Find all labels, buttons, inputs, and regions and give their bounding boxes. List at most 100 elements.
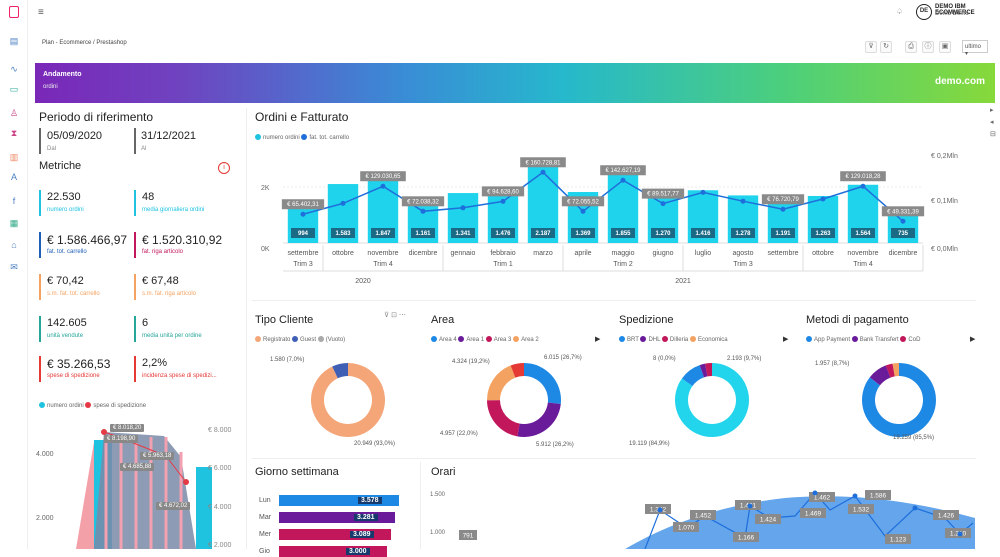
- filter-icon[interactable]: ⊽: [865, 41, 877, 53]
- revenue-label: € 76.720,79: [767, 197, 799, 203]
- orari-label-bg: [800, 508, 826, 518]
- left-nav-bar: ▤ ∿ ▭ ♙ ⧗ ▥ A f ▦ ⌂ ✉: [0, 0, 28, 549]
- metric-value: 48: [142, 191, 155, 203]
- weekday-label: Mar: [259, 514, 272, 521]
- metric-label: media giornaliera ordini: [142, 207, 205, 213]
- orari-label-bg: [690, 510, 716, 520]
- revenue-label: € 72.055,52: [567, 199, 599, 205]
- orari-point: [747, 503, 753, 509]
- mini-y-right-3: € 2.000: [208, 542, 231, 549]
- save-icon[interactable]: ▣: [939, 41, 951, 53]
- revenue-point: [740, 198, 746, 204]
- giorno-title: Giorno settimana: [255, 466, 339, 478]
- revenue-point: [900, 218, 906, 224]
- metric-bar: [39, 274, 41, 300]
- nav-text-icon[interactable]: A: [10, 172, 17, 182]
- orari-label: 1.424: [760, 517, 777, 524]
- month-label: novembre: [367, 250, 398, 257]
- orari-label: 1.070: [678, 525, 695, 532]
- legend-next-icon[interactable]: ▶: [595, 336, 601, 343]
- revenue-label: € 129.018,28: [845, 174, 881, 180]
- orari-label: 1.123: [890, 537, 907, 544]
- weekday-bar: [279, 529, 391, 540]
- nav-mail-icon[interactable]: ✉: [10, 262, 18, 272]
- mini-y-left-1: 2.000: [36, 515, 54, 522]
- revenue-label: € 49.331,39: [887, 209, 919, 215]
- orari-y-1: 1.000: [430, 530, 446, 536]
- orders-bar-label: 1.564: [855, 231, 871, 237]
- revenue-label-bg: [481, 186, 525, 197]
- orders-bar-label-bg: [491, 228, 515, 238]
- refresh-icon[interactable]: ↻: [880, 41, 892, 53]
- donut-slice: [517, 402, 561, 437]
- orders-bar-label-bg: [611, 228, 635, 238]
- metric-bar: [134, 190, 136, 216]
- mini-label: € 4.685,88: [120, 463, 155, 471]
- ordini-y-left: 0K: [261, 246, 270, 253]
- app-logo-icon[interactable]: [9, 6, 19, 18]
- ordini-title: Ordini e Fatturato: [255, 110, 349, 124]
- metric-value: € 1.586.466,97: [47, 233, 128, 247]
- orari-label: 1.426: [938, 513, 955, 520]
- nav-box-icon[interactable]: ▭: [9, 84, 19, 94]
- print-icon[interactable]: ⎙: [905, 41, 917, 53]
- bell-icon[interactable]: ♤: [896, 7, 904, 16]
- nav-bank-icon[interactable]: ⌂: [11, 240, 17, 250]
- revenue-point: [340, 200, 346, 206]
- mini-y-right-0: € 8.000: [208, 427, 231, 434]
- revenue-label-bg: [520, 157, 566, 168]
- nav-filter-icon[interactable]: ⧗: [10, 128, 18, 138]
- hamburger-menu-icon[interactable]: ≡: [38, 7, 44, 18]
- donut-slice: [892, 363, 899, 377]
- metric-value: 6: [142, 317, 149, 329]
- orari-label-bg: [933, 510, 959, 520]
- donut-legend: Area 4 Area 1 Area 3 Area 2: [431, 336, 539, 343]
- ordini-y-right: € 0,1Mln: [931, 198, 958, 205]
- legend-next-icon[interactable]: ▶: [783, 336, 789, 343]
- revenue-label-bg: [881, 206, 925, 217]
- donut-slice: [862, 363, 936, 437]
- nav-sheet-icon[interactable]: ▦: [9, 218, 19, 228]
- weekday-bar: [279, 512, 395, 523]
- metric-bar: [39, 232, 41, 258]
- donut-slice: [885, 363, 895, 378]
- org-logo[interactable]: DE: [916, 4, 932, 20]
- nav-pulse-icon[interactable]: ∿: [10, 64, 18, 74]
- revenue-point: [420, 208, 426, 214]
- donut-chart: [487, 363, 561, 437]
- tipo-cliente-tools[interactable]: ⊽ ⊡ ⋯: [384, 312, 406, 319]
- revenue-label: € 65.402,31: [287, 202, 319, 208]
- metric-bar: [39, 190, 41, 216]
- nav-user-icon[interactable]: ♙: [9, 108, 19, 118]
- period-select[interactable]: ultimo ▾: [962, 40, 988, 57]
- donut-label: 4.957 (22,0%): [440, 431, 478, 437]
- orari-label-bg: [885, 534, 911, 544]
- mini-y-left-0: 4.000: [36, 451, 54, 458]
- legend-next-icon[interactable]: ▶: [970, 336, 976, 343]
- side-panel-toggle[interactable]: ▸ ◂ ⊟: [990, 107, 996, 138]
- mini-chart-legend: numero ordini spese di spedizione: [39, 402, 146, 409]
- donut-chart: [675, 363, 749, 437]
- metrics-info-icon[interactable]: i: [218, 162, 230, 174]
- mini-label: € 8.018,20: [110, 424, 145, 432]
- quarter-label: Trim 2: [613, 261, 633, 268]
- orders-bar-label-bg: [651, 228, 675, 238]
- revenue-label: € 142.627,19: [605, 168, 641, 174]
- donut-label: 20.949 (93,0%): [354, 441, 396, 447]
- nav-dashboard-icon[interactable]: ▤: [9, 36, 19, 46]
- nav-facebook-icon[interactable]: f: [12, 196, 16, 206]
- month-label: marzo: [533, 250, 553, 257]
- orari-y-0: 1.500: [430, 492, 446, 498]
- breadcrumb[interactable]: Plan - Ecommerce / Prestashop: [42, 40, 127, 46]
- metric-value: 22.530: [47, 191, 81, 203]
- revenue-label: € 94.628,60: [487, 189, 519, 195]
- weekday-value: 3.000: [346, 548, 370, 555]
- orari-point: [957, 531, 963, 537]
- orders-bar-label: 1.847: [375, 231, 391, 237]
- nav-chart-icon[interactable]: ▥: [9, 152, 19, 162]
- metric-bar: [134, 232, 136, 258]
- orari-label: 1.166: [738, 535, 755, 542]
- info-icon[interactable]: ⓘ: [922, 41, 934, 53]
- donut-label: 1.580 (7,0%): [270, 357, 305, 363]
- donut-slice: [675, 363, 749, 437]
